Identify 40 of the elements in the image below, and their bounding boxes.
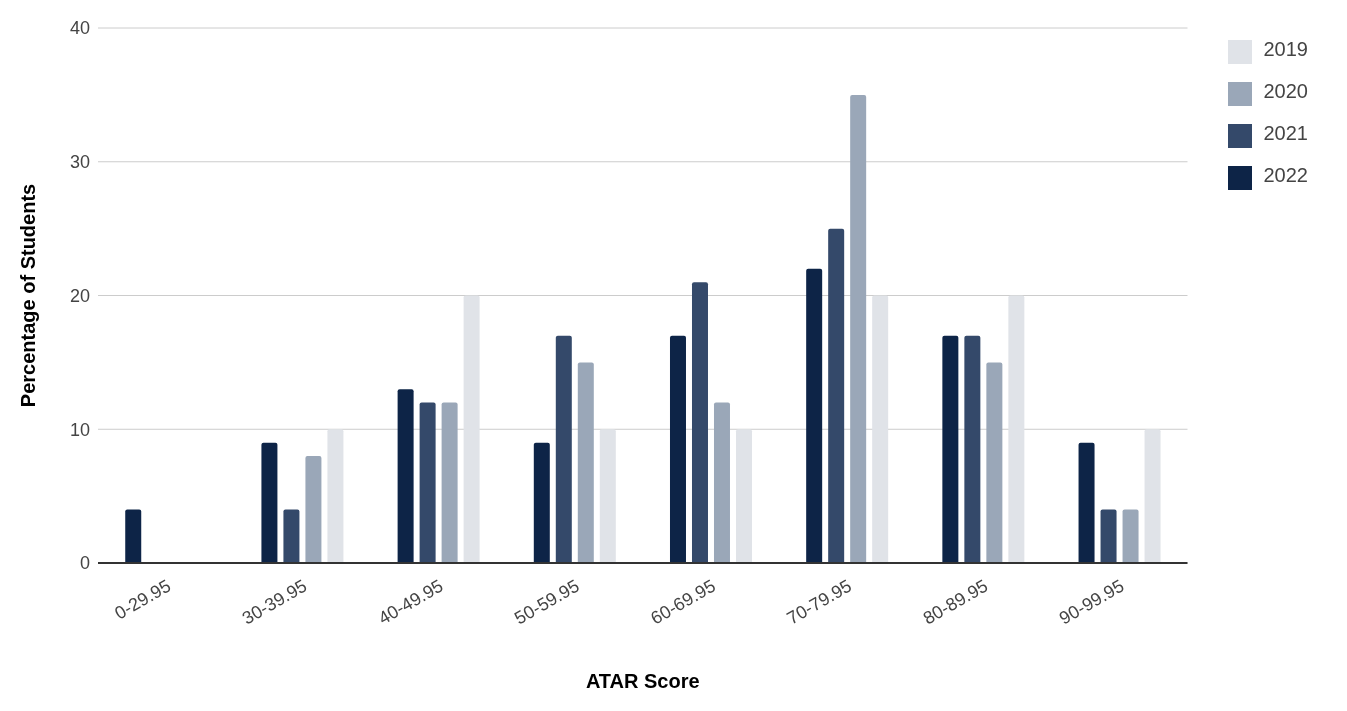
bar (283, 509, 300, 563)
bar (419, 402, 436, 563)
bar (806, 268, 823, 563)
y-tick-label: 20 (69, 285, 90, 306)
y-tick-label: 0 (79, 553, 90, 574)
bar (577, 362, 594, 563)
y-tick-label: 10 (69, 419, 90, 440)
bar (305, 456, 322, 563)
bar (872, 295, 889, 563)
bar (599, 429, 616, 563)
bar (555, 335, 572, 563)
bar (463, 295, 480, 563)
x-axis-title: ATAR Score (585, 670, 700, 692)
bar (1100, 509, 1117, 563)
bar (691, 282, 708, 563)
bar (261, 442, 278, 563)
legend-label: 2020 (1263, 80, 1308, 102)
bar (828, 228, 845, 563)
bar (669, 335, 686, 563)
bar (327, 429, 344, 563)
y-axis-title: Percentage of Students (17, 183, 40, 408)
legend-label: 2022 (1263, 164, 1308, 186)
bar (1078, 442, 1095, 563)
bar (713, 402, 730, 563)
legend-label: 2019 (1263, 38, 1308, 60)
bar (441, 402, 458, 563)
bar (986, 362, 1003, 563)
bar (1122, 509, 1139, 563)
bar (850, 94, 867, 563)
bar (942, 335, 959, 563)
bar (533, 442, 550, 563)
bar (964, 335, 981, 563)
y-tick-label: 40 (69, 18, 90, 39)
bar (397, 389, 414, 563)
bar (125, 509, 142, 563)
bar (1144, 429, 1161, 563)
legend-label: 2021 (1263, 122, 1308, 144)
bar (735, 429, 752, 563)
y-tick-label: 30 (69, 152, 90, 173)
bar (1008, 295, 1025, 563)
